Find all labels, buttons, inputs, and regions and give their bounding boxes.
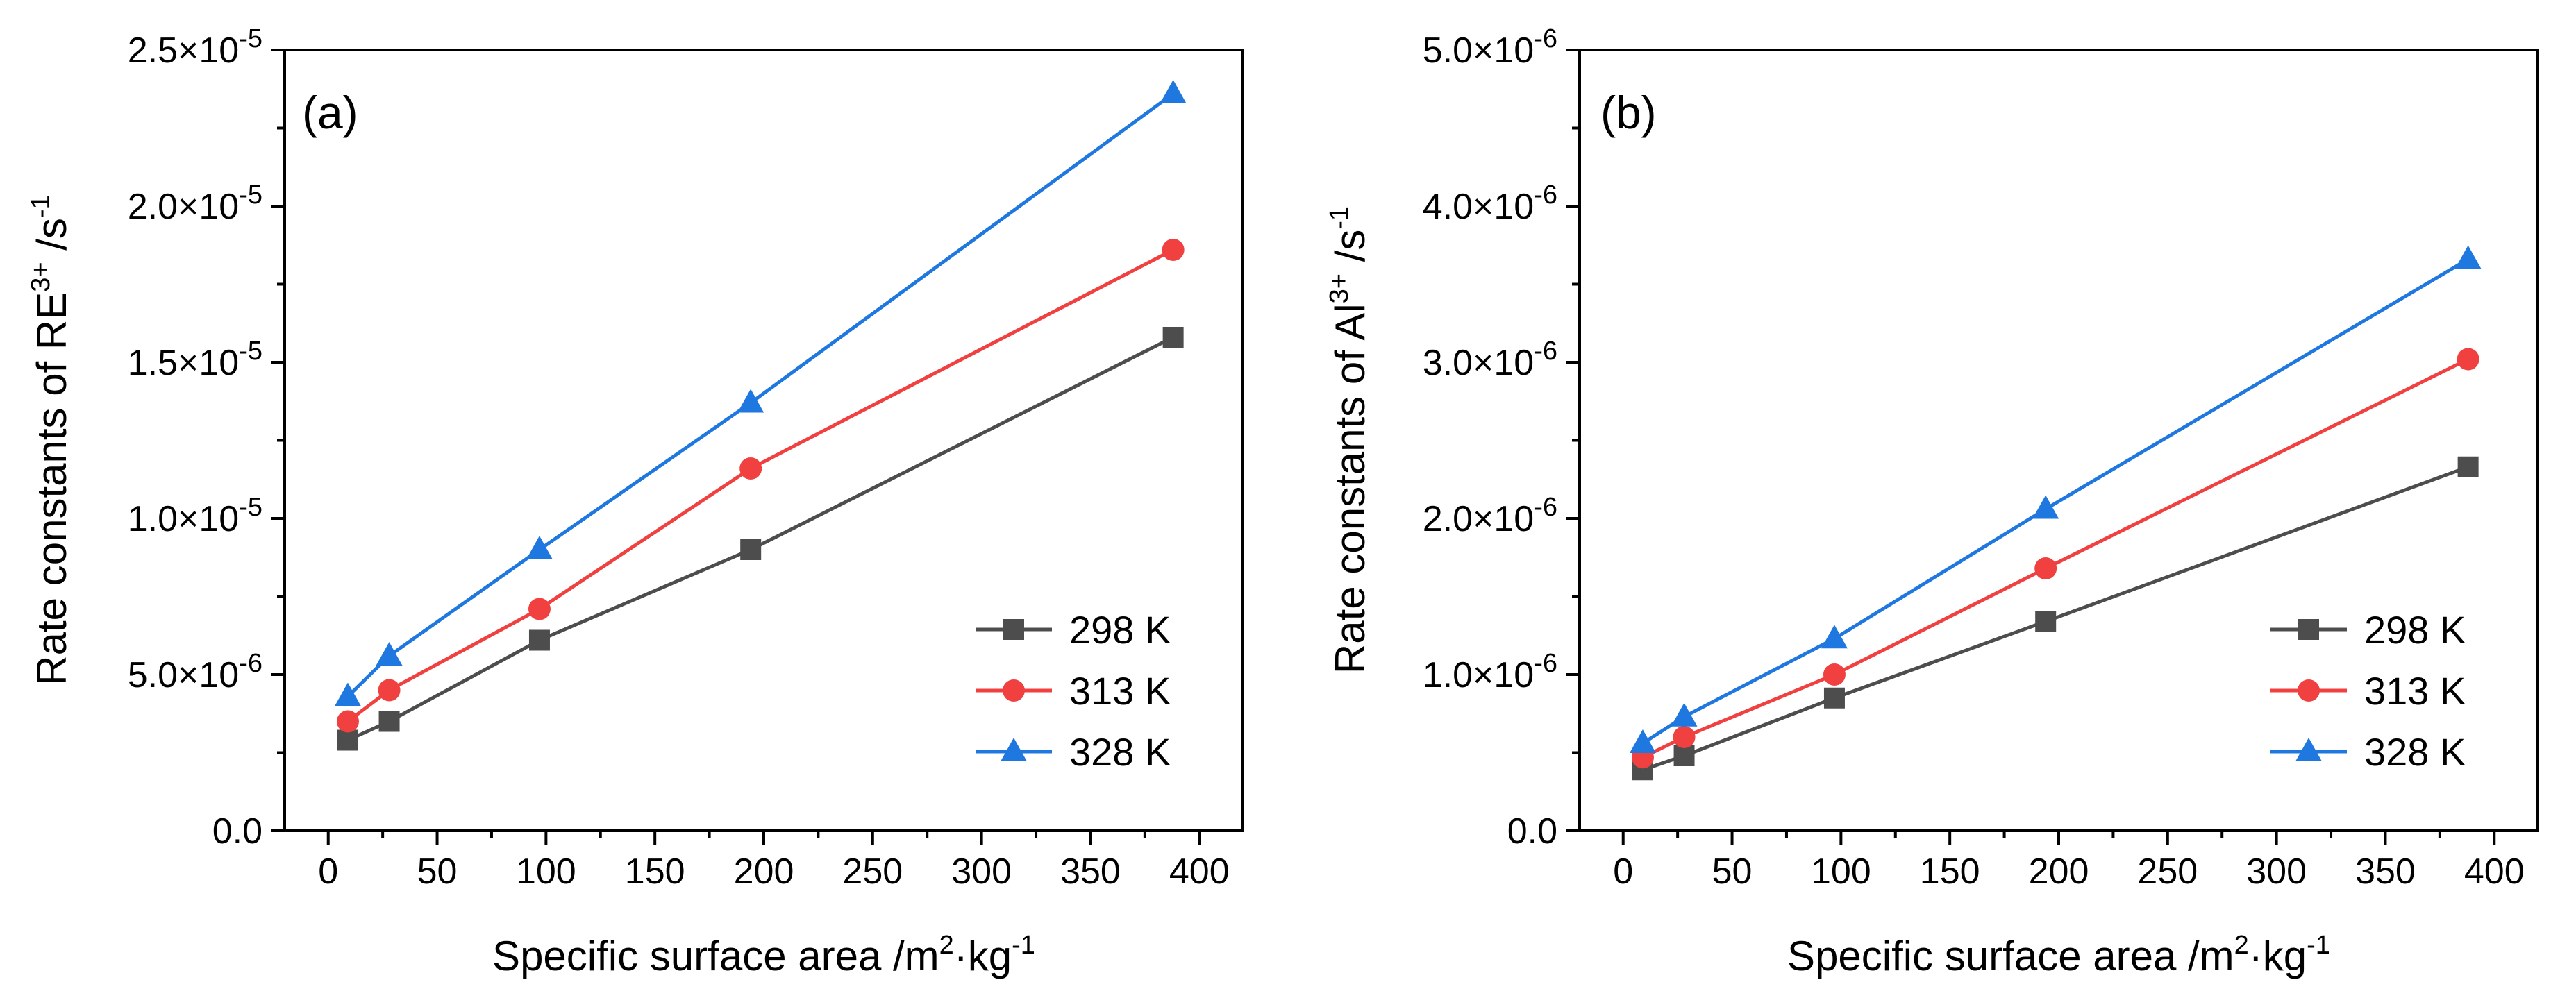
legend: 298 K 313 K 328 K: [976, 608, 1171, 774]
data-point: [376, 642, 403, 666]
legend-item: 313 K: [976, 669, 1171, 713]
data-point: [1823, 687, 1845, 709]
legend-marker: [1003, 679, 1025, 702]
panel-label: (a): [302, 87, 358, 138]
y-tick-label: 1.0×10-6: [1423, 649, 1557, 695]
data-point: [1162, 239, 1185, 261]
data-point: [2454, 245, 2482, 269]
legend-label: 298 K: [1069, 608, 1171, 652]
x-tick-label: 350: [1060, 852, 1121, 892]
data-point: [2034, 557, 2057, 579]
x-tick-label: 350: [2355, 852, 2416, 892]
y-tick-label: 5.0×10-6: [1423, 24, 1557, 71]
data-point: [2457, 348, 2479, 371]
series-line: [1641, 257, 2469, 745]
x-tick-label: 0: [318, 852, 338, 892]
y-tick-label: 2.0×10-5: [128, 180, 262, 227]
series-313k: [1631, 348, 2479, 769]
y-tick-label: 3.0×10-6: [1423, 337, 1557, 383]
y-axis-title: Rate constants of Al3+ /s-1: [1325, 206, 1373, 674]
data-point: [1673, 745, 1695, 766]
y-tick-label: 2.0×10-6: [1423, 493, 1557, 539]
x-tick-label: 150: [1920, 852, 1980, 892]
data-point: [378, 679, 401, 702]
x-tick-label: 300: [2246, 852, 2307, 892]
legend-item: 313 K: [2270, 669, 2466, 713]
data-point: [336, 710, 359, 733]
chart-panel-a: (a) 0 50 100 150 200 250 300 350 400 0.0 5.0×10-6…: [26, 24, 1244, 979]
y-tick-label: 0.0: [1507, 811, 1557, 852]
series-line: [346, 92, 1175, 698]
data-point: [334, 682, 361, 706]
data-point: [1673, 726, 1696, 748]
series-328k: [1629, 245, 2482, 753]
y-tick-label: 0.0: [212, 811, 262, 852]
data-point: [740, 539, 762, 560]
legend-item: 298 K: [2270, 608, 2466, 652]
series-298k: [337, 327, 1184, 751]
legend-item: 298 K: [976, 608, 1171, 652]
data-point: [2032, 495, 2059, 519]
chart-panel-b: (b) 0 50 100 150 200 250 300 350 400 0.0 1.0×10-6…: [1325, 24, 2539, 979]
data-point: [526, 536, 553, 559]
y-tick-label: 4.0×10-6: [1423, 180, 1557, 227]
y-tick-label: 1.0×10-5: [128, 493, 262, 539]
x-tick-label: 50: [1712, 852, 1753, 892]
legend-label: 298 K: [2364, 608, 2466, 652]
legend-marker: [2295, 738, 2322, 761]
data-point: [528, 629, 550, 651]
data-point: [1823, 663, 1846, 686]
series-line: [346, 248, 1174, 723]
x-tick-label: 400: [2464, 852, 2525, 892]
data-point: [1671, 702, 1698, 727]
legend-marker: [2298, 619, 2319, 640]
legend-label: 328 K: [1069, 730, 1171, 774]
legend-item: 328 K: [976, 730, 1171, 774]
x-tick-label: 50: [417, 852, 458, 892]
data-point: [739, 457, 762, 480]
series-328k: [334, 80, 1187, 706]
data-point: [1629, 729, 1656, 753]
legend-item: 328 K: [2270, 730, 2466, 774]
y-tick-label: 1.5×10-5: [128, 337, 262, 383]
x-axis-title: Specific surface area /m2·kg-1: [1787, 931, 2330, 979]
data-point: [2457, 456, 2479, 477]
y-tick-label: 2.5×10-5: [128, 24, 262, 71]
x-tick-label: 150: [625, 852, 685, 892]
legend-marker: [1003, 619, 1024, 640]
legend-label: 328 K: [2364, 730, 2466, 774]
x-tick-label: 0: [1613, 852, 1633, 892]
data-point: [1160, 80, 1187, 103]
legend-marker: [2298, 679, 2320, 702]
series-313k: [336, 239, 1185, 733]
y-tick-label: 5.0×10-6: [128, 649, 262, 695]
data-point: [337, 729, 358, 751]
legend-label: 313 K: [1069, 669, 1171, 713]
x-tick-label: 100: [516, 852, 576, 892]
x-tick-label: 300: [951, 852, 1012, 892]
x-tick-label: 100: [1811, 852, 1871, 892]
x-tick-label: 250: [2137, 852, 2198, 892]
x-tick-label: 200: [734, 852, 794, 892]
x-tick-label: 250: [842, 852, 903, 892]
data-point: [528, 598, 551, 620]
legend-marker: [1001, 738, 1027, 761]
data-point: [1162, 327, 1184, 348]
legend: 298 K 313 K 328 K: [2270, 608, 2466, 774]
panel-label: (b): [1600, 87, 1657, 138]
data-point: [378, 711, 400, 732]
x-tick-label: 200: [2029, 852, 2089, 892]
x-axis-title: Specific surface area /m2·kg-1: [492, 931, 1035, 979]
data-point: [2035, 611, 2057, 632]
data-point: [1821, 625, 1848, 649]
plot-frame: [283, 49, 1244, 832]
legend-label: 313 K: [2364, 669, 2466, 713]
series-line: [1641, 357, 2469, 759]
y-axis-title: Rate constants of RE3+ /s-1: [26, 194, 75, 685]
plot-frame: [1578, 49, 2539, 832]
x-tick-label: 400: [1169, 852, 1230, 892]
data-point: [737, 389, 764, 413]
